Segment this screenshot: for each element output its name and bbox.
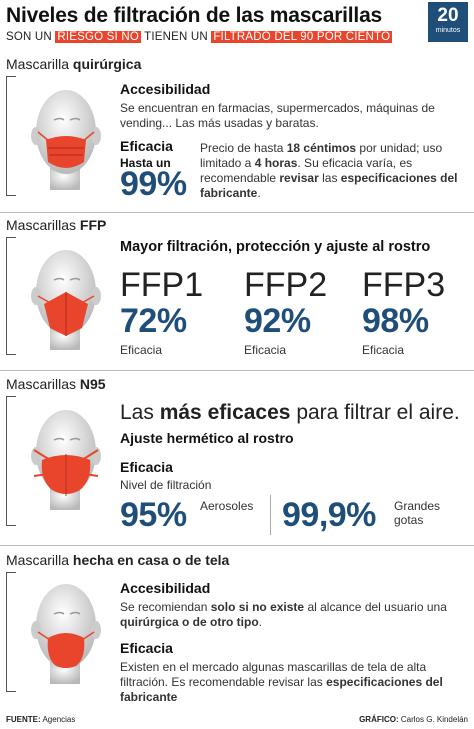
section-divider	[0, 212, 474, 213]
brand-logo: 20 minutos	[428, 2, 468, 42]
ffp3-label: FFP3	[362, 266, 446, 304]
text-eficacia-quirurgica: Precio de hasta 18 céntimos por unidad; …	[200, 141, 458, 200]
heading-eficacia-tela: Eficacia	[120, 640, 173, 656]
section-label-n95: Mascarillas N95	[6, 376, 106, 392]
section-bracket	[6, 237, 16, 355]
footer-credit: GRÁFICO: Carlos G. Kindelán	[359, 715, 468, 724]
ffp1-label: FFP1	[120, 266, 204, 304]
ffp3-value: 98%	[362, 302, 429, 340]
heading-ajuste: Ajuste hermético al rostro	[120, 430, 294, 446]
section-bracket	[6, 396, 16, 526]
section-label-ffp: Mascarillas FFP	[6, 217, 107, 233]
caption-aerosoles: Aerosoles	[200, 499, 254, 513]
ffp2-value: 92%	[244, 302, 311, 340]
heading-accesibilidad-tela: Accesibilidad	[120, 580, 211, 596]
heading-accesibilidad: Accesibilidad	[120, 81, 211, 97]
head-surgical-mask-icon	[31, 90, 101, 190]
ffp1-value: 72%	[120, 302, 187, 340]
ffp1-caption: Eficacia	[120, 343, 163, 357]
label-nivel-filtracion: Nivel de filtración	[120, 478, 212, 492]
head-ffp-mask-icon	[31, 250, 101, 350]
page-subtitle: SON UN RIESGO SI NO TIENEN UN FILTRADO D…	[6, 31, 393, 43]
value-separator	[270, 495, 271, 535]
ffp3-caption: Eficacia	[362, 343, 405, 357]
page-title: Niveles de filtración de las mascarillas	[6, 4, 383, 27]
label-hasta-un: Hasta un	[120, 156, 171, 170]
section-label-tela: Mascarilla hecha en casa o de tela	[6, 552, 230, 568]
section-label-quirurgica: Mascarilla quirúrgica	[6, 56, 142, 72]
text-accesibilidad: Se encuentran en farmacias, supermercado…	[120, 101, 435, 130]
heading-eficacia: Eficacia	[120, 138, 173, 154]
caption-grandes: Grandes	[394, 499, 441, 513]
heading-eficacia-n95: Eficacia	[120, 459, 173, 475]
section-divider	[0, 545, 474, 546]
ffp2-label: FFP2	[244, 266, 328, 304]
heading-ffp: Mayor filtración, protección y ajuste al…	[120, 239, 431, 255]
section-bracket	[6, 572, 16, 692]
head-n95-mask-icon	[31, 410, 101, 510]
section-bracket	[6, 76, 16, 196]
value-grandes-gotas: 99,9%	[282, 496, 376, 534]
head-cloth-mask-icon	[31, 584, 101, 684]
text-eficacia-tela: Existen en el mercado algunas mascarilla…	[120, 660, 443, 704]
text-accesibilidad-tela: Se recomiendan solo si no existe al alca…	[120, 600, 447, 629]
footer-source: FUENTE: Agencias	[6, 715, 76, 724]
caption-gotas: gotas	[394, 513, 424, 527]
value-aerosoles: 95%	[120, 496, 187, 534]
ffp2-caption: Eficacia	[244, 343, 287, 357]
n95-tagline: Las más eficaces para filtrar el aire.	[120, 401, 460, 424]
section-divider	[0, 370, 474, 371]
value-quirurgica-pct: 99%	[120, 165, 187, 203]
